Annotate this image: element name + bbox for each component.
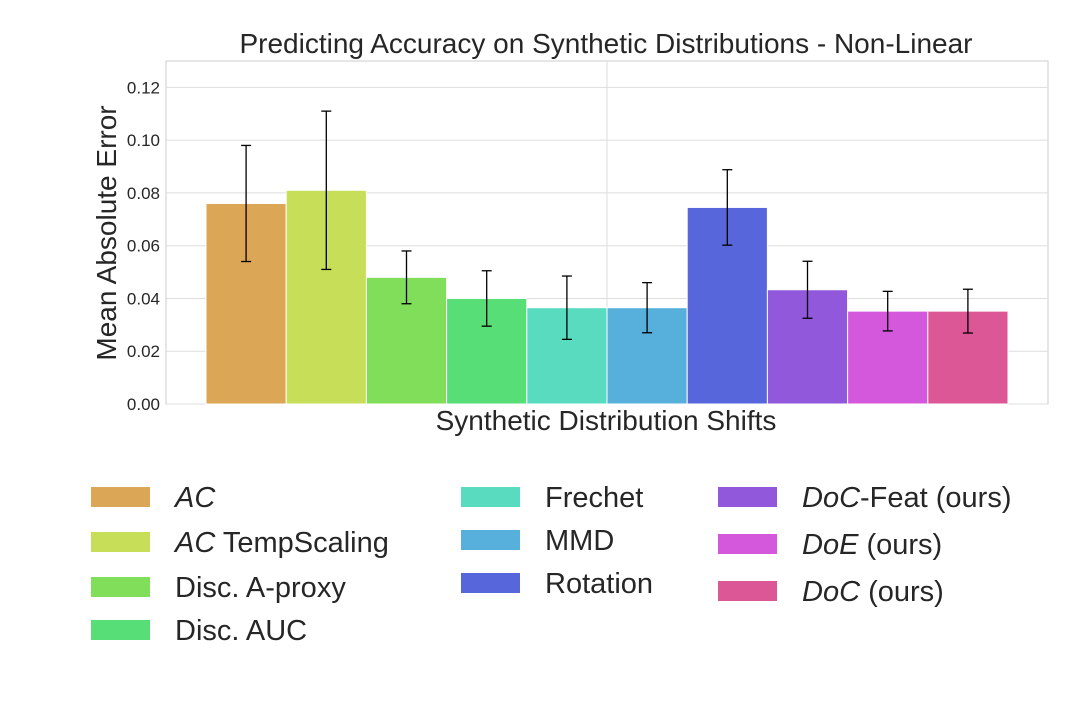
legend-label-8: DoC-Feat (ours) xyxy=(802,482,1012,514)
legend-label-6: MMD xyxy=(545,525,614,557)
legend: AC AC TempScaling Disc. A-proxy Disc. AUC Fr… xyxy=(91,482,1012,647)
y-tick-label: 0.08 xyxy=(127,184,160,203)
legend-swatch-7 xyxy=(461,573,520,593)
legend-swatch-6 xyxy=(461,530,520,550)
legend-swatch-4 xyxy=(91,620,150,640)
legend-swatch-5 xyxy=(461,487,520,507)
legend-label-10: DoC (ours) xyxy=(802,576,944,608)
y-tick-label: 0.06 xyxy=(127,237,160,256)
chart-title: Predicting Accuracy on Synthetic Distrib… xyxy=(239,28,972,59)
legend-swatch-1 xyxy=(91,487,150,507)
y-axis-ticks: 0.00 0.02 0.04 0.06 0.08 0.10 0.12 xyxy=(127,78,160,414)
y-axis-label: Mean Absolute Error xyxy=(91,105,122,360)
legend-label-2: AC TempScaling xyxy=(173,527,389,559)
y-tick-label: 0.00 xyxy=(127,395,160,414)
legend-label-5: Frechet xyxy=(545,482,643,514)
y-tick-label: 0.12 xyxy=(127,78,160,97)
legend-label-9: DoE (ours) xyxy=(802,529,942,561)
legend-swatch-8 xyxy=(718,487,777,507)
legend-swatch-10 xyxy=(718,581,777,601)
legend-label-4: Disc. AUC xyxy=(175,615,307,647)
legend-swatch-3 xyxy=(91,577,150,597)
legend-swatch-2 xyxy=(91,532,150,552)
y-tick-label: 0.02 xyxy=(127,342,160,361)
y-tick-label: 0.10 xyxy=(127,131,160,150)
legend-swatch-9 xyxy=(718,534,777,554)
legend-label-1: AC xyxy=(173,482,216,514)
legend-label-7: Rotation xyxy=(545,568,653,600)
error-bars xyxy=(241,110,973,341)
x-axis-label: Synthetic Distribution Shifts xyxy=(436,405,777,436)
legend-label-3: Disc. A-proxy xyxy=(175,572,346,604)
y-tick-label: 0.04 xyxy=(127,289,160,308)
